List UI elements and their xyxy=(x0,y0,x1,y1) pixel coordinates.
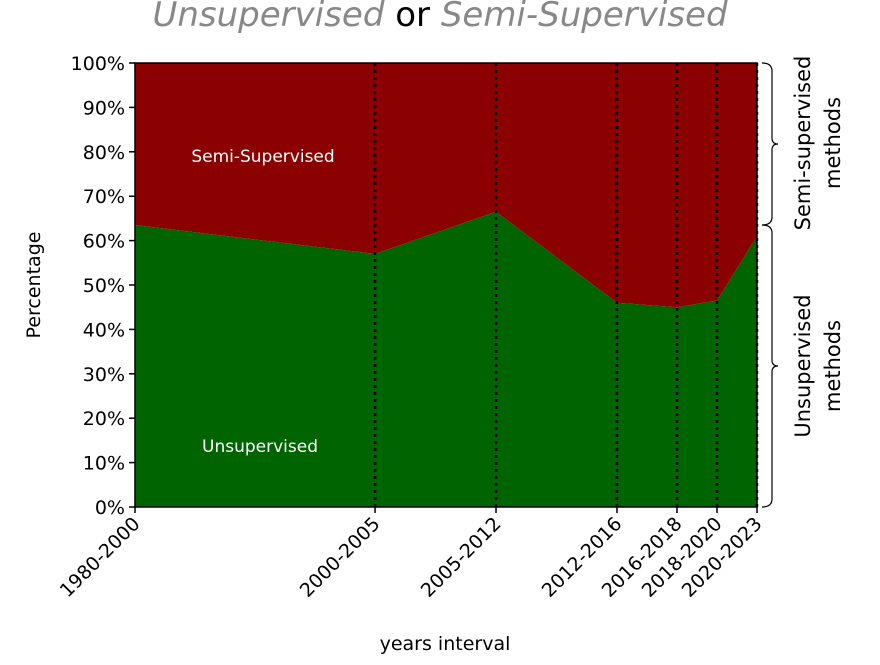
brace xyxy=(761,62,779,226)
title-part: or xyxy=(395,0,430,35)
y-tick-label: 70% xyxy=(83,186,125,208)
x-tick-label: 1980-2000 xyxy=(56,513,145,602)
y-tick-label: 10% xyxy=(83,453,125,475)
x-tick-label: 2000-2005 xyxy=(296,513,385,602)
title-part: Semi-Supervised xyxy=(441,0,728,35)
y-tick-label: 0% xyxy=(95,497,125,519)
y-tick-label: 60% xyxy=(83,231,125,253)
x-tick-label: 2005-2012 xyxy=(417,513,506,602)
brace xyxy=(761,224,779,508)
y-tick-label: 80% xyxy=(83,142,125,164)
annotation: Unsupervised methods xyxy=(791,294,845,437)
series-label: Semi-Supervised xyxy=(191,147,334,167)
chart-title: Unsupervised or Semi-Supervised xyxy=(152,0,728,35)
area xyxy=(135,211,757,508)
y-tick-label: 40% xyxy=(83,319,125,341)
annotation-line: Unsupervised xyxy=(791,294,815,437)
y-axis-label: Percentage xyxy=(23,232,45,339)
y-tick-label: 90% xyxy=(83,97,125,119)
annotation-line: methods xyxy=(821,320,845,412)
title-part: Unsupervised xyxy=(152,0,384,35)
x-axis-label: years interval xyxy=(380,633,511,655)
plot-frame xyxy=(134,62,758,508)
annotation-line: methods xyxy=(821,97,845,189)
y-tick-label: 50% xyxy=(83,275,125,297)
series-label: Unsupervised xyxy=(202,437,318,457)
y-tick-label: 30% xyxy=(83,364,125,386)
area xyxy=(135,63,757,308)
y-tick-label: 100% xyxy=(71,53,125,75)
annotation-line: Semi-supervised xyxy=(791,56,815,231)
annotation: Semi-supervised methods xyxy=(791,56,845,231)
y-tick-label: 20% xyxy=(83,408,125,430)
